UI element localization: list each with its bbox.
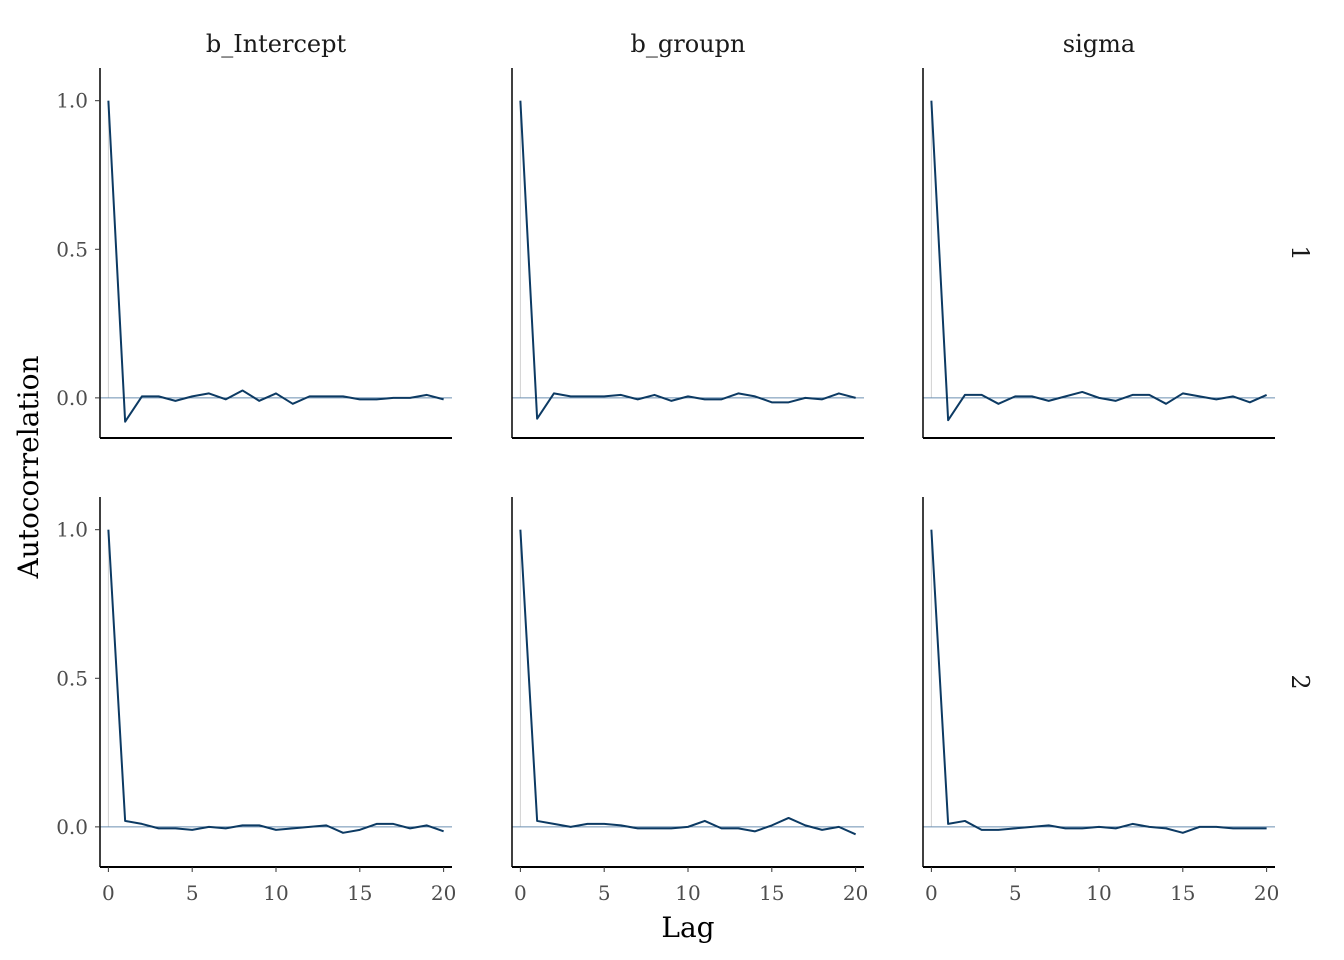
y-tick-label: 0.5	[56, 237, 88, 261]
panel-b-groupn-row-1	[511, 68, 864, 439]
x-tick-label: 5	[1009, 881, 1022, 905]
acf-series-line	[930, 100, 1268, 422]
x-tick-label: 20	[843, 881, 868, 905]
x-tick-label: 20	[431, 881, 456, 905]
panel-b-intercept-row-2: 0.0 0.5 1.0 0 5 10 15 20	[56, 497, 456, 905]
y-tick-label: 0.5	[56, 666, 88, 690]
x-tick-label: 0	[514, 881, 527, 905]
x-tick-label: 10	[1086, 881, 1111, 905]
acf-series-line	[107, 100, 444, 423]
facet-strip-label-b-intercept: b_Intercept	[206, 30, 347, 58]
facet-row-label-1: 1	[1286, 245, 1314, 260]
y-tick-label: 1.0	[56, 518, 88, 542]
x-tick-label: 10	[263, 881, 288, 905]
x-tick-label: 20	[1254, 881, 1279, 905]
panel-sigma-row-1	[922, 68, 1275, 439]
y-axis-title: Autocorrelation	[12, 356, 45, 580]
y-tick-label: 0.0	[56, 815, 88, 839]
acf-series-line	[107, 529, 444, 834]
x-tick-label: 15	[759, 881, 784, 905]
acf-series-line	[930, 529, 1267, 834]
x-tick-label: 5	[598, 881, 611, 905]
y-tick-label: 0.0	[56, 386, 88, 410]
x-tick-label: 10	[675, 881, 700, 905]
facet-row-label-2: 2	[1286, 674, 1314, 689]
panel-sigma-row-2: 0 5 10 15 20	[922, 497, 1279, 905]
x-tick-label: 15	[1170, 881, 1195, 905]
panels-layer: b_Intercept b_groupn sigma120.00.51.00.00.…	[56, 30, 1314, 905]
panel-b-intercept-row-1: 0.0 0.5 1.0	[56, 68, 452, 439]
x-tick-label: 0	[102, 881, 115, 905]
acf-series-line	[519, 529, 857, 836]
acf-series-line	[519, 100, 856, 420]
x-tick-label: 5	[186, 881, 199, 905]
x-axis-title: Lag	[661, 911, 714, 944]
x-tick-label: 0	[925, 881, 938, 905]
x-tick-label: 15	[347, 881, 372, 905]
y-tick-label: 1.0	[56, 89, 88, 113]
panel-b-groupn-row-2: 0 5 10 15 20	[511, 497, 868, 905]
facet-strip-label-sigma: sigma	[1063, 30, 1135, 58]
facet-strip-label-b-groupn: b_groupn	[631, 30, 746, 58]
